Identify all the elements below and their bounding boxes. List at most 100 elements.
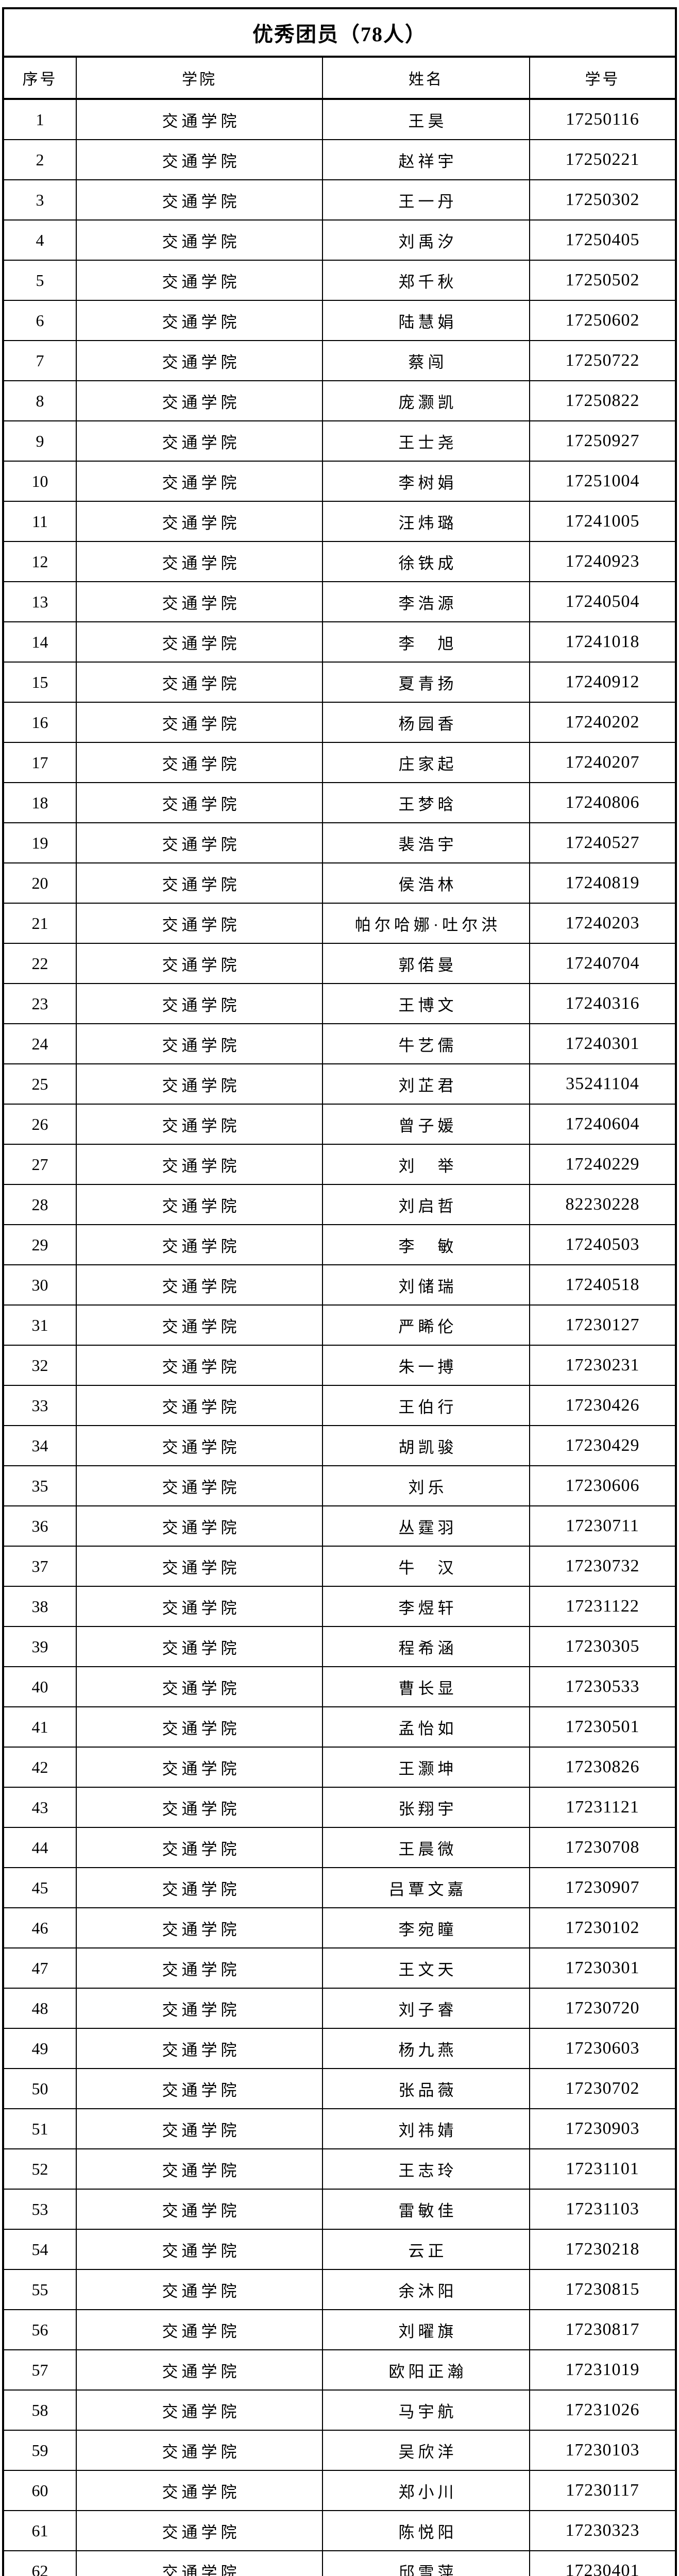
cell-no: 12 bbox=[3, 541, 77, 582]
cell-no: 16 bbox=[3, 702, 77, 743]
cell-no: 33 bbox=[3, 1385, 77, 1426]
cell-id: 17230603 bbox=[529, 2028, 676, 2069]
cell-id: 17250405 bbox=[529, 219, 676, 261]
cell-name: 王灏坤 bbox=[322, 1747, 530, 1788]
table-row: 34 交通学院 胡凯骏 17230429 bbox=[3, 1425, 676, 1466]
cell-name: 蔡闯 bbox=[322, 340, 530, 381]
cell-name: 王志玲 bbox=[322, 2148, 530, 2190]
cell-id: 17250502 bbox=[529, 260, 676, 301]
cell-id: 17241005 bbox=[529, 501, 676, 542]
cell-college: 交通学院 bbox=[76, 300, 323, 341]
cell-no: 36 bbox=[3, 1505, 77, 1547]
cell-name: 吕覃文嘉 bbox=[322, 1867, 530, 1908]
cell-college: 交通学院 bbox=[76, 2430, 323, 2471]
table-row: 46 交通学院 李宛瞳 17230102 bbox=[3, 1907, 676, 1948]
cell-college: 交通学院 bbox=[76, 1988, 323, 2029]
cell-name: 丛霆羽 bbox=[322, 1505, 530, 1547]
cell-name: 陈悦阳 bbox=[322, 2510, 530, 2551]
cell-name: 帕尔哈娜·吐尔洪 bbox=[322, 903, 530, 944]
cell-name: 刘乐 bbox=[322, 1465, 530, 1506]
table-row: 29 交通学院 李 敏 17240503 bbox=[3, 1224, 676, 1265]
cell-college: 交通学院 bbox=[76, 822, 323, 863]
cell-name: 云正 bbox=[322, 2229, 530, 2270]
cell-no: 3 bbox=[3, 179, 77, 221]
cell-id: 17230218 bbox=[529, 2229, 676, 2270]
cell-no: 35 bbox=[3, 1465, 77, 1506]
cell-id: 17250822 bbox=[529, 380, 676, 421]
cell-name: 曾子媛 bbox=[322, 1104, 530, 1145]
cell-name: 马宇航 bbox=[322, 2389, 530, 2431]
cell-college: 交通学院 bbox=[76, 219, 323, 261]
cell-college: 交通学院 bbox=[76, 98, 323, 140]
cell-id: 17230817 bbox=[529, 2309, 676, 2350]
header-row: 序号 学院 姓名 学号 bbox=[3, 56, 676, 100]
table-row: 50 交通学院 张品薇 17230702 bbox=[3, 2068, 676, 2109]
cell-no: 53 bbox=[3, 2189, 77, 2230]
cell-name: 刘储瑞 bbox=[322, 1264, 530, 1306]
cell-no: 46 bbox=[3, 1907, 77, 1948]
table-row: 5 交通学院 郑千秋 17250502 bbox=[3, 260, 676, 301]
cell-id: 17250927 bbox=[529, 420, 676, 462]
cell-id: 17240527 bbox=[529, 822, 676, 863]
cell-no: 54 bbox=[3, 2229, 77, 2270]
table-row: 57 交通学院 欧阳正瀚 17231019 bbox=[3, 2349, 676, 2391]
cell-college: 交通学院 bbox=[76, 2108, 323, 2149]
cell-college: 交通学院 bbox=[76, 1224, 323, 1265]
table-row: 59 交通学院 吴欣洋 17230103 bbox=[3, 2430, 676, 2471]
table-row: 44 交通学院 王晨微 17230708 bbox=[3, 1827, 676, 1868]
cell-name: 王晨微 bbox=[322, 1827, 530, 1868]
cell-id: 17230501 bbox=[529, 1706, 676, 1748]
cell-name: 严睎伦 bbox=[322, 1304, 530, 1346]
cell-name: 郭偌曼 bbox=[322, 943, 530, 984]
cell-id: 17230702 bbox=[529, 2068, 676, 2109]
table-row: 24 交通学院 牛艺儒 17240301 bbox=[3, 1023, 676, 1064]
table-row: 4 交通学院 刘禹汐 17250405 bbox=[3, 219, 676, 261]
cell-no: 60 bbox=[3, 2470, 77, 2511]
cell-id: 17240704 bbox=[529, 943, 676, 984]
cell-no: 18 bbox=[3, 782, 77, 823]
cell-no: 28 bbox=[3, 1184, 77, 1225]
table-row: 1 交通学院 王昊 17250116 bbox=[3, 98, 676, 140]
table-row: 37 交通学院 牛 汉 17230732 bbox=[3, 1546, 676, 1587]
cell-id: 17230401 bbox=[529, 2550, 676, 2576]
cell-name: 胡凯骏 bbox=[322, 1425, 530, 1466]
cell-id: 17241018 bbox=[529, 621, 676, 663]
table-row: 30 交通学院 刘储瑞 17240518 bbox=[3, 1264, 676, 1306]
cell-no: 61 bbox=[3, 2510, 77, 2551]
cell-college: 交通学院 bbox=[76, 1063, 323, 1105]
cell-name: 张翔宇 bbox=[322, 1787, 530, 1828]
table-row: 62 交通学院 邱雪萍 17230401 bbox=[3, 2550, 676, 2576]
cell-no: 30 bbox=[3, 1264, 77, 1306]
cell-id: 17230305 bbox=[529, 1626, 676, 1667]
cell-id: 17240202 bbox=[529, 702, 676, 743]
cell-id: 17230117 bbox=[529, 2470, 676, 2511]
cell-college: 交通学院 bbox=[76, 2349, 323, 2391]
table-row: 35 交通学院 刘乐 17230606 bbox=[3, 1465, 676, 1506]
cell-no: 1 bbox=[3, 98, 77, 140]
cell-no: 2 bbox=[3, 139, 77, 180]
cell-id: 17240504 bbox=[529, 581, 676, 622]
table-row: 18 交通学院 王梦晗 17240806 bbox=[3, 782, 676, 823]
cell-no: 13 bbox=[3, 581, 77, 622]
cell-name: 李 旭 bbox=[322, 621, 530, 663]
table-row: 21 交通学院 帕尔哈娜·吐尔洪 17240203 bbox=[3, 903, 676, 944]
cell-college: 交通学院 bbox=[76, 1907, 323, 1948]
cell-college: 交通学院 bbox=[76, 2028, 323, 2069]
table-row: 56 交通学院 刘曜旗 17230817 bbox=[3, 2309, 676, 2350]
cell-id: 17230903 bbox=[529, 2108, 676, 2149]
cell-college: 交通学院 bbox=[76, 1947, 323, 1989]
cell-college: 交通学院 bbox=[76, 1104, 323, 1145]
cell-name: 赵祥宇 bbox=[322, 139, 530, 180]
cell-id: 17231101 bbox=[529, 2148, 676, 2190]
cell-name: 李浩源 bbox=[322, 581, 530, 622]
table-row: 19 交通学院 裴浩宇 17240527 bbox=[3, 822, 676, 863]
cell-college: 交通学院 bbox=[76, 420, 323, 462]
cell-id: 17240819 bbox=[529, 862, 676, 904]
table-row: 3 交通学院 王一丹 17250302 bbox=[3, 179, 676, 221]
table-row: 20 交通学院 侯浩林 17240819 bbox=[3, 862, 676, 904]
table-row: 13 交通学院 李浩源 17240504 bbox=[3, 581, 676, 622]
cell-id: 17240229 bbox=[529, 1144, 676, 1185]
cell-no: 37 bbox=[3, 1546, 77, 1587]
cell-id: 17250302 bbox=[529, 179, 676, 221]
